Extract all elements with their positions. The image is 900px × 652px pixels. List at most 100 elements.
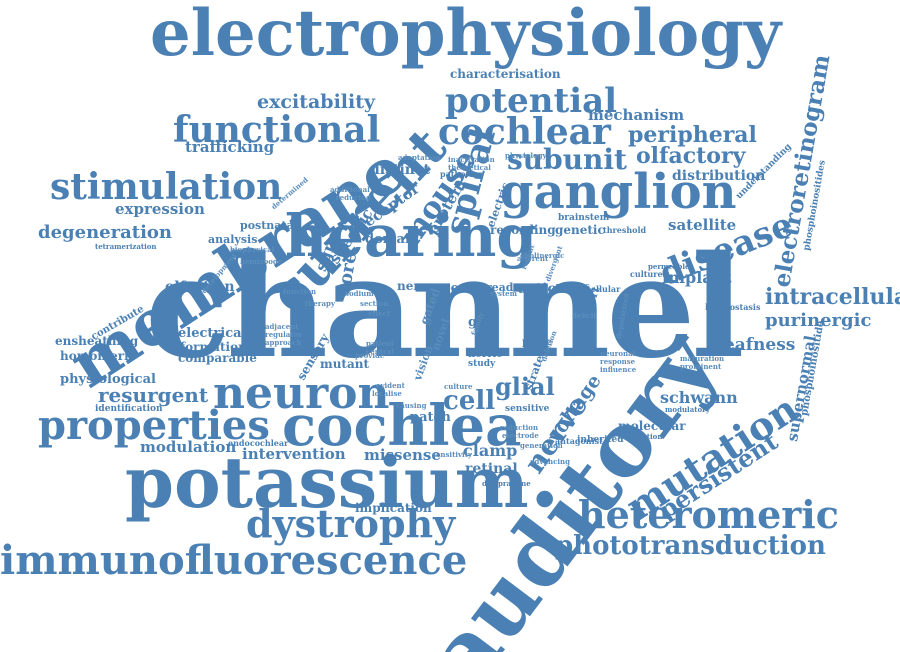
word: p2x7rs bbox=[556, 282, 590, 292]
word: trafficking bbox=[185, 138, 275, 156]
word: distinct bbox=[370, 162, 430, 178]
word: excitability bbox=[257, 91, 376, 113]
word: adjacent bbox=[265, 322, 299, 331]
word: deficit bbox=[572, 311, 597, 320]
word: identification bbox=[95, 404, 163, 414]
word: molecular bbox=[618, 419, 686, 433]
word: sodium bbox=[345, 289, 374, 298]
word: regulator bbox=[265, 330, 302, 339]
word: afferent bbox=[517, 254, 549, 263]
word: nervous bbox=[397, 279, 451, 293]
word: patch bbox=[410, 410, 451, 425]
word: mechanism bbox=[588, 106, 685, 124]
word: cholinergic bbox=[520, 251, 565, 260]
word: channel bbox=[145, 226, 745, 390]
word: hemizoode bbox=[240, 257, 283, 266]
word: oecs bbox=[442, 281, 475, 296]
word: distribution bbox=[672, 168, 766, 184]
word: olfactory bbox=[636, 143, 746, 169]
word: spread bbox=[472, 281, 514, 294]
word: expression bbox=[115, 200, 205, 218]
word: influence bbox=[600, 365, 637, 374]
word: formation bbox=[180, 340, 247, 354]
word: implication bbox=[355, 501, 432, 515]
word: intervention bbox=[242, 445, 346, 463]
word: characterisation bbox=[450, 67, 561, 81]
word: homeostasis bbox=[705, 302, 761, 312]
word: functional bbox=[173, 109, 381, 151]
word: glial bbox=[495, 372, 555, 401]
word: function bbox=[283, 287, 317, 296]
word: cultured bbox=[630, 269, 669, 279]
word: homomeric bbox=[60, 349, 136, 363]
word: deafness bbox=[712, 335, 796, 355]
word: brainstem bbox=[558, 213, 610, 223]
word: modulation bbox=[140, 438, 237, 456]
word: physiology bbox=[505, 151, 547, 160]
word: neuronal bbox=[600, 349, 636, 358]
word: domain bbox=[365, 232, 420, 247]
word: electrical bbox=[178, 326, 247, 341]
word: additional bbox=[330, 185, 370, 194]
word: postnatal bbox=[240, 219, 298, 232]
word: central bbox=[366, 347, 394, 356]
word: pathology bbox=[440, 169, 485, 179]
word: evident bbox=[376, 381, 405, 390]
word: ensheathing bbox=[55, 334, 139, 348]
word: cellular bbox=[586, 284, 621, 294]
word: biophysical bbox=[230, 245, 275, 254]
word: subunit bbox=[507, 143, 627, 176]
word: comparable bbox=[178, 351, 257, 365]
word: cochlea bbox=[282, 393, 522, 459]
word: cell bbox=[443, 386, 496, 416]
word: modulatory bbox=[665, 405, 710, 414]
word: resurgent bbox=[98, 383, 209, 407]
word: retinal bbox=[465, 461, 518, 477]
word: physiological bbox=[60, 372, 156, 387]
word: analysis bbox=[208, 233, 258, 246]
word: culture bbox=[444, 382, 473, 391]
word: system bbox=[490, 289, 518, 298]
word: intracellular bbox=[765, 284, 900, 310]
word: purinergic bbox=[765, 310, 872, 331]
word: sensitivity bbox=[432, 450, 473, 459]
word: response bbox=[600, 357, 636, 366]
word: maturation bbox=[680, 354, 725, 363]
word: properties bbox=[38, 402, 270, 449]
word: hearing bbox=[285, 202, 537, 270]
word: therapy bbox=[305, 299, 335, 308]
word: inherited bbox=[577, 435, 624, 445]
word: description bbox=[618, 432, 663, 441]
word: genetic bbox=[555, 223, 605, 237]
word: effect bbox=[368, 309, 391, 318]
word: sensitive bbox=[505, 404, 550, 414]
word: inactivation bbox=[448, 155, 495, 164]
word: norrie bbox=[468, 349, 503, 360]
word: prominent bbox=[680, 362, 722, 371]
word: provide bbox=[355, 351, 385, 360]
word: dystrophy bbox=[246, 501, 456, 546]
word: ganglion bbox=[500, 164, 737, 220]
word: patient bbox=[366, 339, 395, 348]
word: localise bbox=[372, 389, 402, 398]
word: electrode bbox=[502, 431, 539, 440]
word: theoretical bbox=[448, 163, 491, 172]
word: tetramerization bbox=[95, 242, 157, 251]
word: study bbox=[468, 359, 496, 369]
word: phototransduction bbox=[555, 531, 826, 561]
word: glia bbox=[468, 315, 496, 330]
word: permeable bbox=[648, 262, 690, 271]
word: antagonist bbox=[555, 436, 603, 446]
word: heteromeric bbox=[578, 492, 839, 537]
word: adaptation bbox=[398, 153, 441, 162]
word: neuron bbox=[213, 368, 390, 419]
word: endocochlear bbox=[228, 438, 289, 448]
word: olfaction bbox=[165, 279, 235, 295]
word: missense bbox=[364, 446, 441, 464]
word: reduction bbox=[500, 423, 539, 432]
word: causing bbox=[396, 401, 427, 410]
word: electrophysiology bbox=[150, 0, 782, 71]
word: implant bbox=[662, 268, 732, 287]
word: advancing bbox=[530, 457, 571, 466]
word: desipramine bbox=[482, 479, 531, 488]
